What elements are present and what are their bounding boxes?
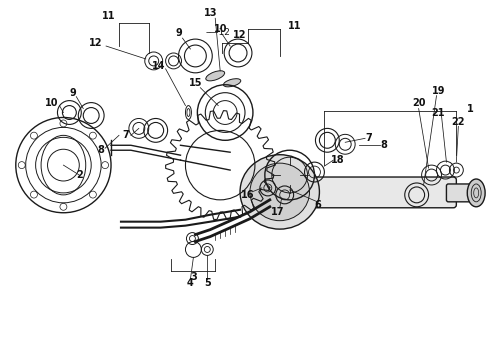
Text: 10: 10 — [45, 98, 58, 108]
Text: –—12: –—12 — [206, 28, 231, 37]
Text: 4: 4 — [187, 278, 194, 288]
Text: 7: 7 — [122, 130, 129, 140]
Ellipse shape — [206, 71, 224, 81]
Text: 8: 8 — [380, 140, 388, 150]
Ellipse shape — [223, 79, 241, 87]
Text: 7: 7 — [366, 133, 372, 143]
Text: 21: 21 — [432, 108, 445, 117]
Text: 3: 3 — [190, 272, 197, 282]
Text: 17: 17 — [271, 207, 285, 217]
Text: 20: 20 — [412, 98, 425, 108]
Text: 11: 11 — [288, 21, 301, 31]
Text: 8: 8 — [98, 145, 104, 155]
Text: 12: 12 — [89, 38, 103, 48]
Ellipse shape — [250, 163, 310, 221]
Text: 2: 2 — [76, 170, 83, 180]
Text: 5: 5 — [204, 278, 211, 288]
Text: 9: 9 — [70, 88, 77, 98]
Text: 19: 19 — [432, 86, 445, 96]
Text: 10: 10 — [214, 24, 227, 34]
Text: 13: 13 — [203, 8, 217, 18]
Text: 14: 14 — [152, 61, 166, 71]
Text: 15: 15 — [189, 78, 202, 88]
Text: 11: 11 — [102, 11, 116, 21]
FancyBboxPatch shape — [292, 177, 456, 208]
Text: 6: 6 — [314, 200, 321, 210]
FancyBboxPatch shape — [446, 184, 475, 202]
Ellipse shape — [240, 155, 319, 229]
Text: 9: 9 — [175, 28, 182, 38]
Text: 16: 16 — [241, 190, 255, 200]
Ellipse shape — [467, 179, 485, 207]
Text: 22: 22 — [452, 117, 465, 127]
Text: 1: 1 — [467, 104, 474, 113]
Text: 18: 18 — [330, 155, 344, 165]
Text: 12: 12 — [233, 30, 247, 40]
